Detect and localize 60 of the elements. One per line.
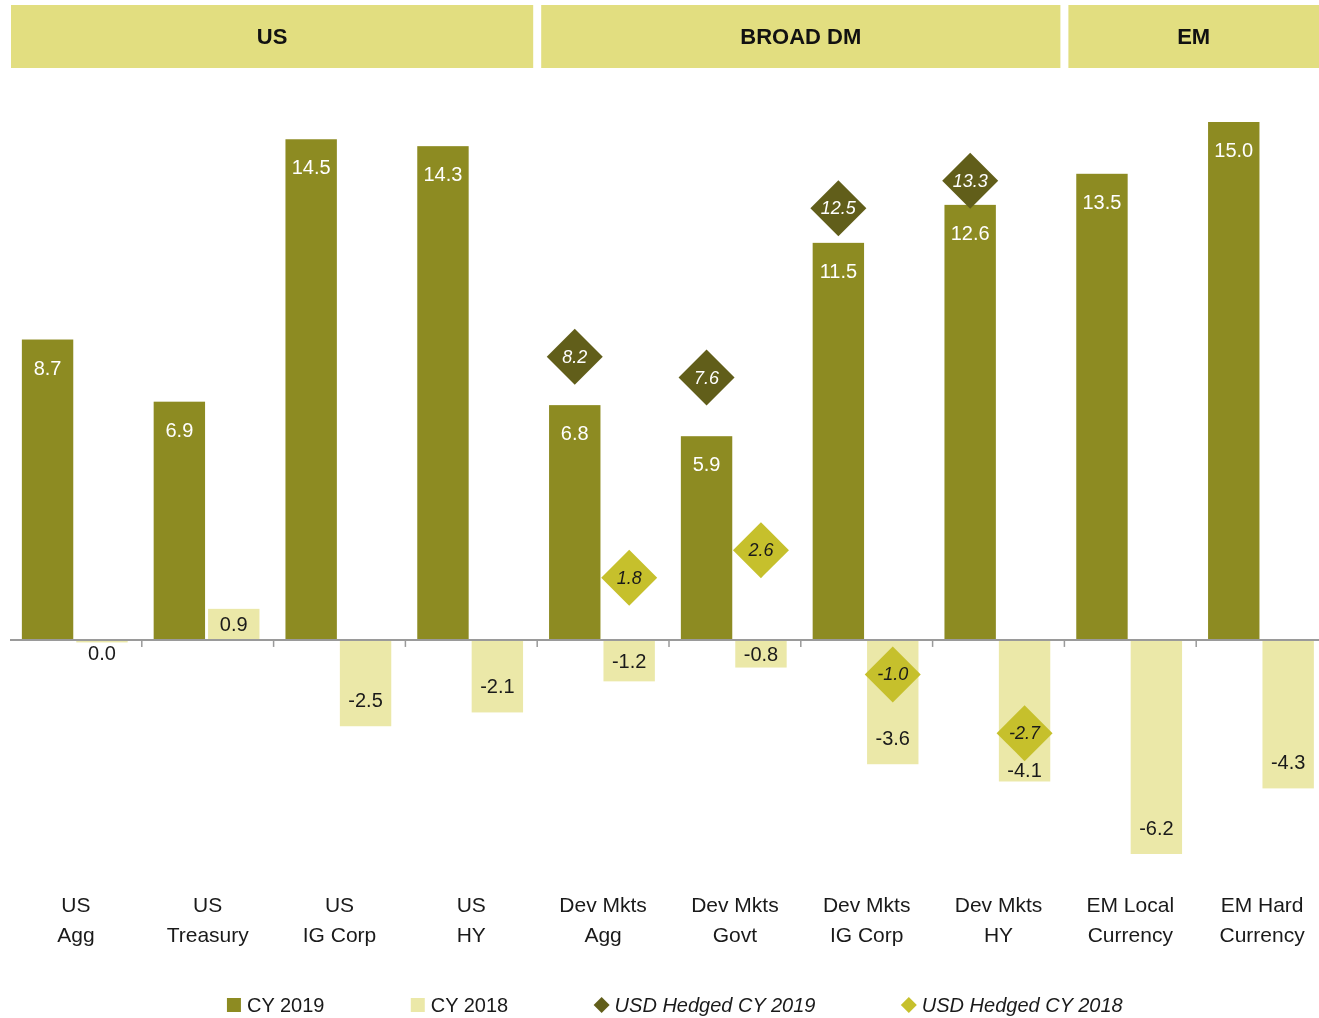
data-label: -3.6 [875,727,910,750]
data-label: 14.5 [291,156,331,179]
text: BROAD DM [740,24,862,49]
data-label: -6.2 [1139,817,1174,839]
x-tick-label: US HY [456,893,486,946]
data-label: 13.3 [952,170,988,191]
data-label: -1.0 [877,664,909,685]
bar [471,639,524,713]
data-label: 8.7 [33,356,62,379]
bar [1208,122,1260,640]
bar [812,242,865,640]
x-tick-label: US Agg [57,893,95,946]
data-label: 2.6 [747,540,775,561]
bar [153,401,206,640]
data-label: 8.2 [562,346,588,367]
bar [417,146,469,640]
data-label: 12.6 [950,221,990,244]
legend-label: USD Hedged CY 2018 [921,994,1123,1016]
data-label: 12.5 [820,198,857,219]
data-label: 15.0 [1214,139,1254,161]
bar [680,436,733,640]
x-tick-label: EM Local Currency [1086,893,1175,946]
data-label: 14.3 [423,163,463,186]
data-label: -4.3 [1270,751,1306,774]
bar [944,204,996,640]
data-label: 7.6 [694,367,721,388]
bar [1076,173,1128,640]
data-label: 5.9 [692,453,721,476]
data-label: -2.7 [1009,723,1042,744]
data-label: 11.5 [819,259,858,282]
x-tick-label: Dev Mkts HY [954,893,1043,946]
data-label: 0.9 [219,613,248,636]
x-tick-label: Dev Mkts Govt [691,893,779,946]
bar [1130,639,1183,854]
data-label: 6.9 [165,418,194,441]
bar [21,339,74,640]
text: US [256,24,288,49]
data-label: -4.1 [1007,759,1042,782]
data-label: -0.8 [743,642,779,665]
data-label: -1.2 [611,649,647,672]
bar [1262,639,1314,789]
data-label: 0.0 [88,641,116,664]
bar [339,639,392,727]
data-label: -2.1 [480,675,515,698]
x-tick-label: US Treasury [166,893,250,946]
data-label: 1.8 [616,567,642,588]
legend-label: USD Hedged CY 2019 [614,994,816,1016]
bar [285,139,337,640]
text: EM [1177,24,1211,49]
x-tick-label: Dev Mkts Agg [559,893,647,946]
legend-label: CY 2019 [246,994,325,1016]
bar [549,405,601,640]
x-tick-label: US IG Corp [302,893,377,946]
x-tick-label: Dev Mkts IG Corp [822,893,911,946]
data-label: -2.5 [348,689,383,712]
bar [603,639,655,682]
x-tick-label: EM Hard Currency [1219,893,1306,946]
data-label: 13.5 [1082,190,1122,213]
legend-label: CY 2018 [430,994,509,1016]
data-label: 6.8 [560,422,589,445]
